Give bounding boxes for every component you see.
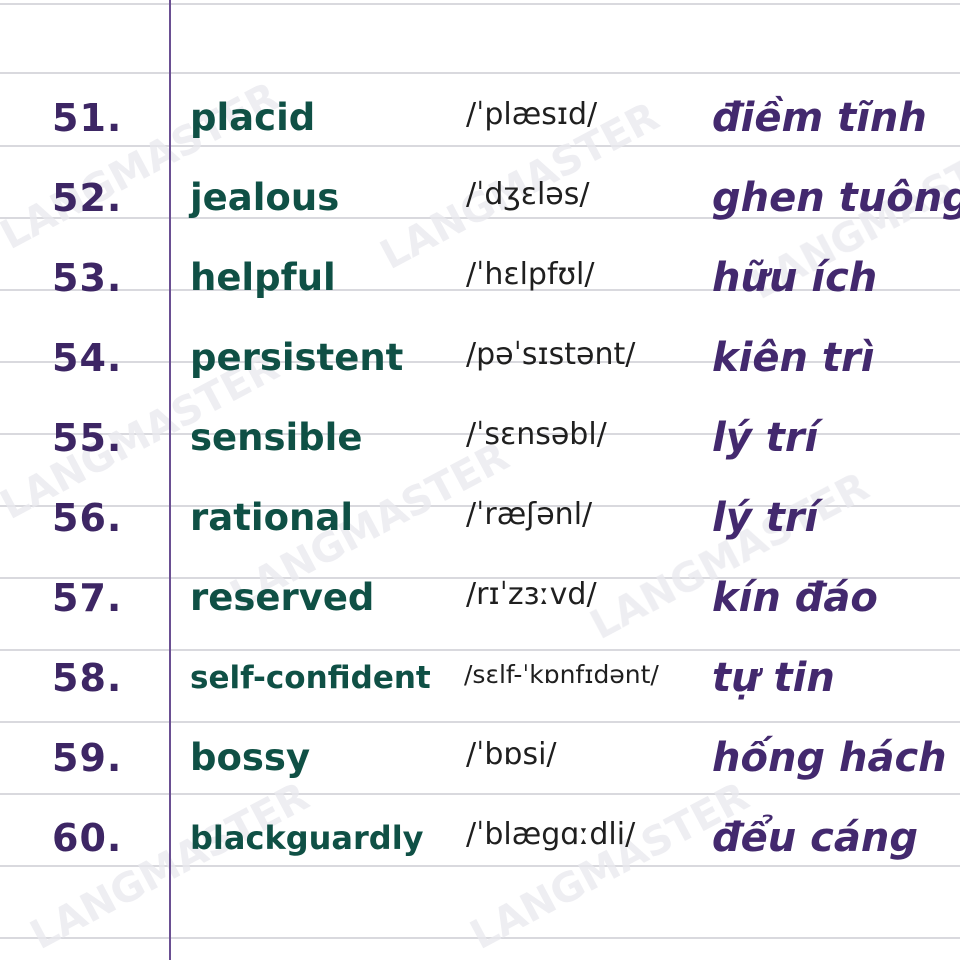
margin-line [169, 0, 171, 960]
vocab-row: 57. reserved /rɪˈzɜːvd/ kín đáo [0, 558, 960, 638]
entry-number: 56. [52, 496, 123, 540]
entry-meaning: lý trí [712, 415, 819, 461]
entry-meaning: tự tin [712, 655, 835, 701]
entry-word: helpful [190, 256, 336, 299]
entry-ipa: /pəˈsɪstənt/ [466, 337, 636, 372]
entry-number: 54. [52, 336, 123, 380]
entry-number: 53. [52, 256, 123, 300]
entry-number: 57. [52, 576, 123, 620]
entry-word: sensible [190, 416, 363, 459]
entry-word: rational [190, 496, 353, 539]
entry-number: 58. [52, 656, 123, 700]
entry-ipa: /ˈplæsɪd/ [466, 97, 598, 132]
entry-word: persistent [190, 336, 404, 379]
entry-number: 60. [52, 816, 123, 860]
entry-number: 52. [52, 176, 123, 220]
entry-meaning: kín đáo [712, 575, 878, 621]
vocab-row: 59. bossy /ˈbɒsi/ hống hách [0, 718, 960, 798]
entry-ipa: /ˈblægɑːdli/ [466, 817, 636, 852]
entry-number: 51. [52, 96, 123, 140]
entry-meaning: lý trí [712, 495, 819, 541]
entry-ipa: /ˈræʃənl/ [466, 497, 593, 532]
entry-meaning: điềm tĩnh [712, 95, 927, 141]
entry-meaning: hữu ích [712, 255, 878, 301]
entry-meaning: kiên trì [712, 335, 875, 381]
vocab-row: 56. rational /ˈræʃənl/ lý trí [0, 478, 960, 558]
vocab-row: 51. placid /ˈplæsɪd/ điềm tĩnh [0, 78, 960, 158]
vocab-row: 52. jealous /ˈdʒɛləs/ ghen tuông [0, 158, 960, 238]
vocab-row: 60. blackguardly /ˈblægɑːdli/ đểu cáng [0, 798, 960, 878]
vocab-row: 54. persistent /pəˈsɪstənt/ kiên trì [0, 318, 960, 398]
entry-word: placid [190, 96, 316, 139]
entry-word: jealous [190, 176, 340, 219]
entry-number: 55. [52, 416, 123, 460]
entry-meaning: ghen tuông [712, 175, 960, 221]
entry-number: 59. [52, 736, 123, 780]
entry-word: reserved [190, 576, 375, 619]
entry-meaning: đểu cáng [712, 815, 918, 861]
entry-ipa: /ˈhɛlpfʊl/ [466, 257, 595, 292]
entry-ipa: /rɪˈzɜːvd/ [466, 577, 597, 612]
entry-ipa: /ˈdʒɛləs/ [466, 177, 590, 212]
vocab-row: 53. helpful /ˈhɛlpfʊl/ hữu ích [0, 238, 960, 318]
entry-ipa: /ˈsɛnsəbl/ [466, 417, 607, 452]
entry-word: blackguardly [190, 819, 424, 857]
entry-word: bossy [190, 736, 311, 779]
entry-meaning: hống hách [712, 735, 947, 781]
entry-word: self-confident [190, 660, 431, 696]
entry-ipa: /sɛlf-ˈkɒnfɪdənt/ [464, 660, 659, 689]
vocab-row: 58. self-confident /sɛlf-ˈkɒnfɪdənt/ tự … [0, 638, 960, 718]
entry-ipa: /ˈbɒsi/ [466, 737, 557, 772]
vocab-row: 55. sensible /ˈsɛnsəbl/ lý trí [0, 398, 960, 478]
